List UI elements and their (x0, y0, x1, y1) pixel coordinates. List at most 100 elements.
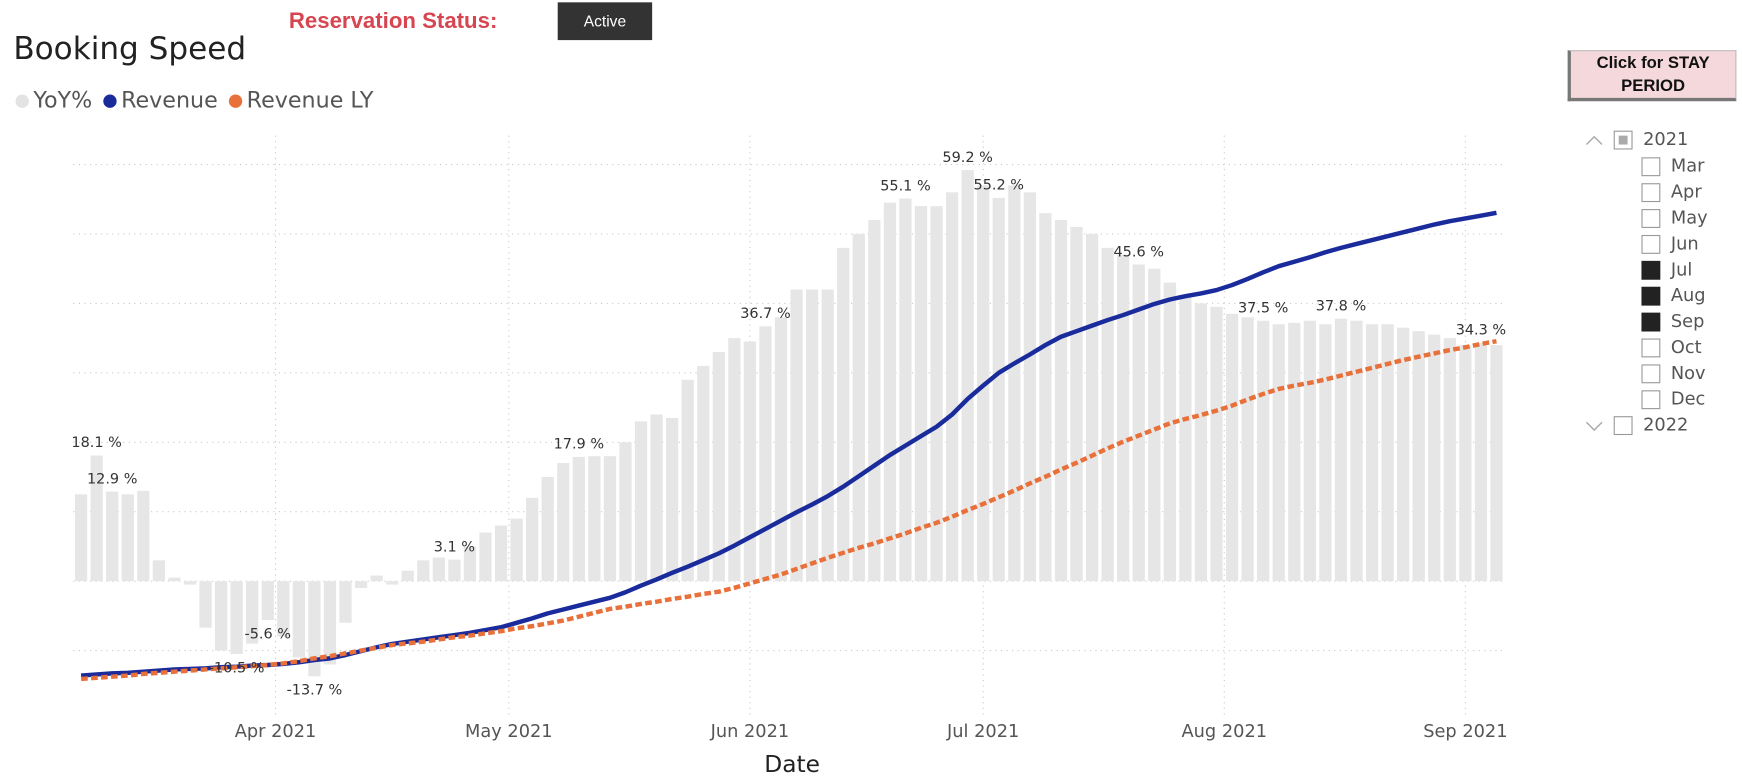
bar (1117, 254, 1130, 582)
year-checkbox-partial[interactable] (1618, 135, 1628, 145)
bar (152, 560, 165, 582)
month-label: Oct (1671, 338, 1702, 358)
month-checkbox[interactable] (1641, 183, 1661, 203)
bar (681, 379, 694, 582)
x-tick-label: Jun 2021 (710, 722, 790, 742)
bar (883, 202, 896, 582)
bar (137, 490, 150, 582)
expand-chevron[interactable] (1585, 421, 1603, 432)
bar (837, 247, 850, 582)
month-checkbox[interactable] (1641, 338, 1661, 358)
x-axis-title: Date (764, 750, 820, 778)
month-label: Apr (1671, 183, 1702, 203)
bar (1132, 264, 1145, 582)
month-checkbox[interactable] (1641, 364, 1661, 384)
bar (666, 417, 679, 582)
status-value[interactable]: Active (584, 13, 626, 30)
bar (634, 421, 648, 582)
legend-marker (228, 94, 243, 108)
month-label: Nov (1671, 364, 1706, 384)
month-checkbox[interactable] (1641, 286, 1661, 306)
month-label: Jul (1670, 260, 1692, 280)
legend-marker (15, 94, 29, 108)
data-label: 37.5 % (1238, 301, 1288, 317)
month-checkbox[interactable] (1641, 234, 1661, 254)
month-label: Aug (1671, 286, 1706, 306)
bar (230, 581, 243, 655)
bar (199, 581, 212, 628)
bar (868, 220, 881, 582)
bar (1288, 322, 1301, 582)
bar (1039, 213, 1052, 582)
bar (619, 442, 632, 582)
bar (1272, 324, 1285, 582)
year-label: 2021 (1643, 130, 1688, 150)
bar (74, 494, 88, 582)
bar (806, 289, 819, 582)
bar (774, 317, 788, 582)
bar (759, 326, 772, 582)
bar (650, 414, 663, 582)
bar (697, 365, 710, 582)
data-label: 12.9 % (87, 471, 137, 487)
month-label: Sep (1671, 312, 1704, 332)
month-checkbox[interactable] (1641, 312, 1661, 332)
lines (80, 210, 1497, 682)
bar (370, 575, 383, 582)
bar (1365, 324, 1379, 582)
bar (1070, 227, 1083, 582)
bar (121, 494, 134, 582)
bar (1054, 220, 1068, 582)
month-checkbox[interactable] (1641, 390, 1661, 410)
bar (1023, 192, 1036, 582)
bar (183, 581, 197, 585)
data-label: 55.1 % (880, 178, 930, 194)
bar (479, 532, 492, 582)
bar (945, 192, 959, 582)
bar (1225, 313, 1239, 582)
bar (1101, 247, 1114, 582)
bar (790, 289, 803, 582)
legend-label: Revenue (121, 88, 218, 114)
bar (588, 456, 601, 582)
bar (246, 581, 259, 644)
bar (463, 546, 477, 582)
data-label: 3.1 % (434, 539, 475, 555)
month-checkbox[interactable] (1641, 209, 1661, 228)
bar (214, 581, 228, 651)
month-checkbox[interactable] (1641, 260, 1661, 280)
data-label: -13.7 % (287, 683, 343, 699)
bar (339, 581, 352, 623)
stay-period-button[interactable]: Click for STAY PERIOD (1567, 50, 1737, 102)
month-checkbox[interactable] (1641, 157, 1661, 177)
bar (1459, 345, 1472, 582)
x-tick-label: May 2021 (465, 722, 553, 742)
data-label: 45.6 % (1114, 244, 1164, 260)
bars (74, 170, 1503, 677)
x-tick-label: Jul 2021 (946, 722, 1019, 742)
bar (1397, 327, 1410, 582)
bar (308, 581, 321, 677)
expand-chevron[interactable] (1585, 135, 1603, 146)
chart-title: Booking Speed (13, 31, 246, 67)
line-solid (80, 210, 1497, 678)
x-tick-label: Aug 2021 (1182, 722, 1268, 742)
x-tick-label: Sep 2021 (1423, 722, 1507, 742)
bar (386, 581, 399, 585)
legend-label: Revenue LY (247, 88, 374, 114)
year-checkbox[interactable] (1613, 416, 1633, 436)
bar (261, 581, 274, 621)
status-button[interactable] (557, 2, 653, 41)
bar (526, 497, 539, 582)
bar (961, 170, 974, 582)
month-label: May (1671, 209, 1708, 229)
data-labels: 18.1 % 12.9 % -10.5 % -5.6 % -13.7 % 3.1 % 17.… (71, 150, 1506, 699)
bar (1474, 342, 1488, 582)
bar (106, 491, 119, 582)
year-label: 2022 (1643, 416, 1688, 436)
bar (572, 456, 585, 582)
bar (728, 338, 741, 582)
status-label: Reservation Status: (289, 8, 498, 33)
x-axis: Apr 2021 May 2021 Jun 2021 Jul 2021 Aug 2021… (235, 722, 1508, 742)
